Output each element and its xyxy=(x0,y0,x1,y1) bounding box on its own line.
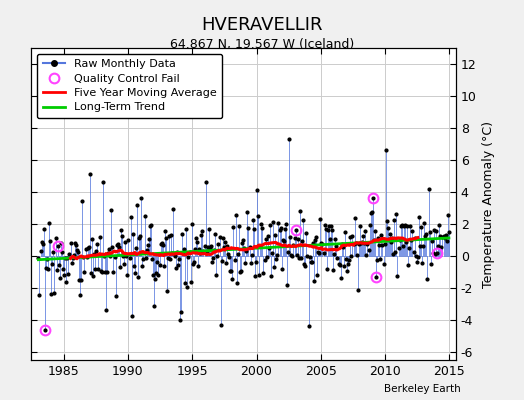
Y-axis label: Temperature Anomaly (°C): Temperature Anomaly (°C) xyxy=(482,120,495,288)
Text: 64.867 N, 19.567 W (Iceland): 64.867 N, 19.567 W (Iceland) xyxy=(170,38,354,51)
Text: HVERAVELLIR: HVERAVELLIR xyxy=(201,16,323,34)
Legend: Raw Monthly Data, Quality Control Fail, Five Year Moving Average, Long-Term Tren: Raw Monthly Data, Quality Control Fail, … xyxy=(37,54,222,118)
Text: Berkeley Earth: Berkeley Earth xyxy=(385,384,461,394)
